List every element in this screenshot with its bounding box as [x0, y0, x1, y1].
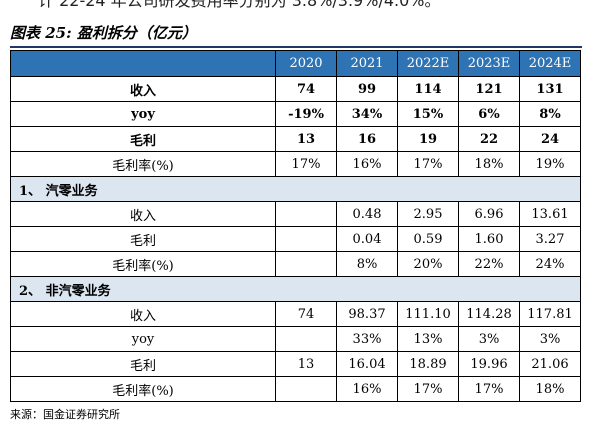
cell: 2.95	[397, 201, 459, 227]
row-label: yoy	[10, 326, 276, 352]
cell: 22	[458, 126, 520, 152]
cell	[275, 326, 337, 352]
row-label: 毛利率(%)	[10, 376, 276, 402]
cell: 18.89	[397, 351, 459, 377]
cell: 21.06	[519, 351, 581, 377]
cell	[275, 226, 337, 252]
cell: 24	[519, 126, 581, 152]
cell: 114.28	[458, 301, 520, 327]
cell: 16%	[336, 376, 398, 402]
cell: 13	[275, 126, 337, 152]
cell: 13%	[397, 326, 459, 352]
row-label: 毛利率(%)	[10, 151, 276, 177]
row-label: 毛利	[10, 226, 276, 252]
section-title: 2、 非汽零业务	[10, 276, 581, 302]
table-row: 毛利 13 16 19 22 24	[10, 126, 581, 152]
cell: 131	[519, 76, 581, 102]
table-header-row: 2020 2021 2022E 2023E 2024E	[10, 50, 581, 77]
section-title: 1、 汽零业务	[10, 176, 581, 202]
row-label: 收入	[10, 76, 276, 102]
header-2023e: 2023E	[458, 50, 520, 77]
cell: 1.60	[458, 226, 520, 252]
cell: 0.59	[397, 226, 459, 252]
table-row: 毛利 0.04 0.59 1.60 3.27	[10, 226, 581, 252]
header-corner	[10, 50, 276, 77]
cell: 16.04	[336, 351, 398, 377]
cell	[275, 201, 337, 227]
row-label: 收入	[10, 301, 276, 327]
cell: -19%	[275, 101, 337, 127]
cell: 17%	[458, 376, 520, 402]
header-2020: 2020	[275, 50, 337, 77]
cell: 20%	[397, 251, 459, 277]
cell: 34%	[336, 101, 398, 127]
header-2024e: 2024E	[519, 50, 581, 77]
header-2022e: 2022E	[397, 50, 459, 77]
cell: 16	[336, 126, 398, 152]
table-row: 毛利率(%) 17% 16% 17% 18% 19%	[10, 151, 581, 177]
cell: 74	[275, 76, 337, 102]
row-label: yoy	[10, 101, 276, 127]
cell: 114	[397, 76, 459, 102]
table-row: 收入 0.48 2.95 6.96 13.61	[10, 201, 581, 227]
cell: 6%	[458, 101, 520, 127]
cell: 3%	[519, 326, 581, 352]
cell: 16%	[336, 151, 398, 177]
profit-breakdown-table: 2020 2021 2022E 2023E 2024E 收入 74 99 114…	[10, 50, 581, 402]
table-row: 毛利率(%) 16% 17% 17% 18%	[10, 376, 581, 402]
cell: 17%	[397, 151, 459, 177]
cell: 117.81	[519, 301, 581, 327]
cell: 3%	[458, 326, 520, 352]
cell: 18%	[458, 151, 520, 177]
cell: 13	[275, 351, 337, 377]
table-title: 图表 25: 盈利拆分（亿元）	[10, 24, 197, 42]
preceding-text-line: 计 22-24 年公司研发费用率分别为 3.8%/3.9%/4.0%。	[38, 0, 441, 10]
cell: 8%	[336, 251, 398, 277]
cell: 0.04	[336, 226, 398, 252]
table-row: yoy 33% 13% 3% 3%	[10, 326, 581, 352]
cell	[275, 251, 337, 277]
cell: 13.61	[519, 201, 581, 227]
cell: 8%	[519, 101, 581, 127]
cell: 19.96	[458, 351, 520, 377]
cell: 22%	[458, 251, 520, 277]
cell: 0.48	[336, 201, 398, 227]
header-2021: 2021	[336, 50, 398, 77]
table-row: 收入 74 99 114 121 131	[10, 76, 581, 102]
row-label: 收入	[10, 201, 276, 227]
table-row: 毛利 13 16.04 18.89 19.96 21.06	[10, 351, 581, 377]
table-row: 毛利率(%) 8% 20% 22% 24%	[10, 251, 581, 277]
table-row: yoy -19% 34% 15% 6% 8%	[10, 101, 581, 127]
cell: 6.96	[458, 201, 520, 227]
cell	[275, 376, 337, 402]
cell: 17%	[275, 151, 337, 177]
cell: 15%	[397, 101, 459, 127]
section-header-row: 1、 汽零业务	[10, 176, 581, 202]
cell: 99	[336, 76, 398, 102]
cell: 98.37	[336, 301, 398, 327]
row-label: 毛利率(%)	[10, 251, 276, 277]
table-row: 收入 74 98.37 111.10 114.28 117.81	[10, 301, 581, 327]
cell: 74	[275, 301, 337, 327]
cell: 3.27	[519, 226, 581, 252]
cell: 111.10	[397, 301, 459, 327]
cell: 19	[397, 126, 459, 152]
cell: 121	[458, 76, 520, 102]
cell: 17%	[397, 376, 459, 402]
row-label: 毛利	[10, 351, 276, 377]
cell: 24%	[519, 251, 581, 277]
source-note: 来源：国金证券研究所	[10, 408, 120, 421]
section-header-row: 2、 非汽零业务	[10, 276, 581, 302]
title-divider	[10, 46, 582, 48]
cell: 19%	[519, 151, 581, 177]
cell: 18%	[519, 376, 581, 402]
cell: 33%	[336, 326, 398, 352]
row-label: 毛利	[10, 126, 276, 152]
